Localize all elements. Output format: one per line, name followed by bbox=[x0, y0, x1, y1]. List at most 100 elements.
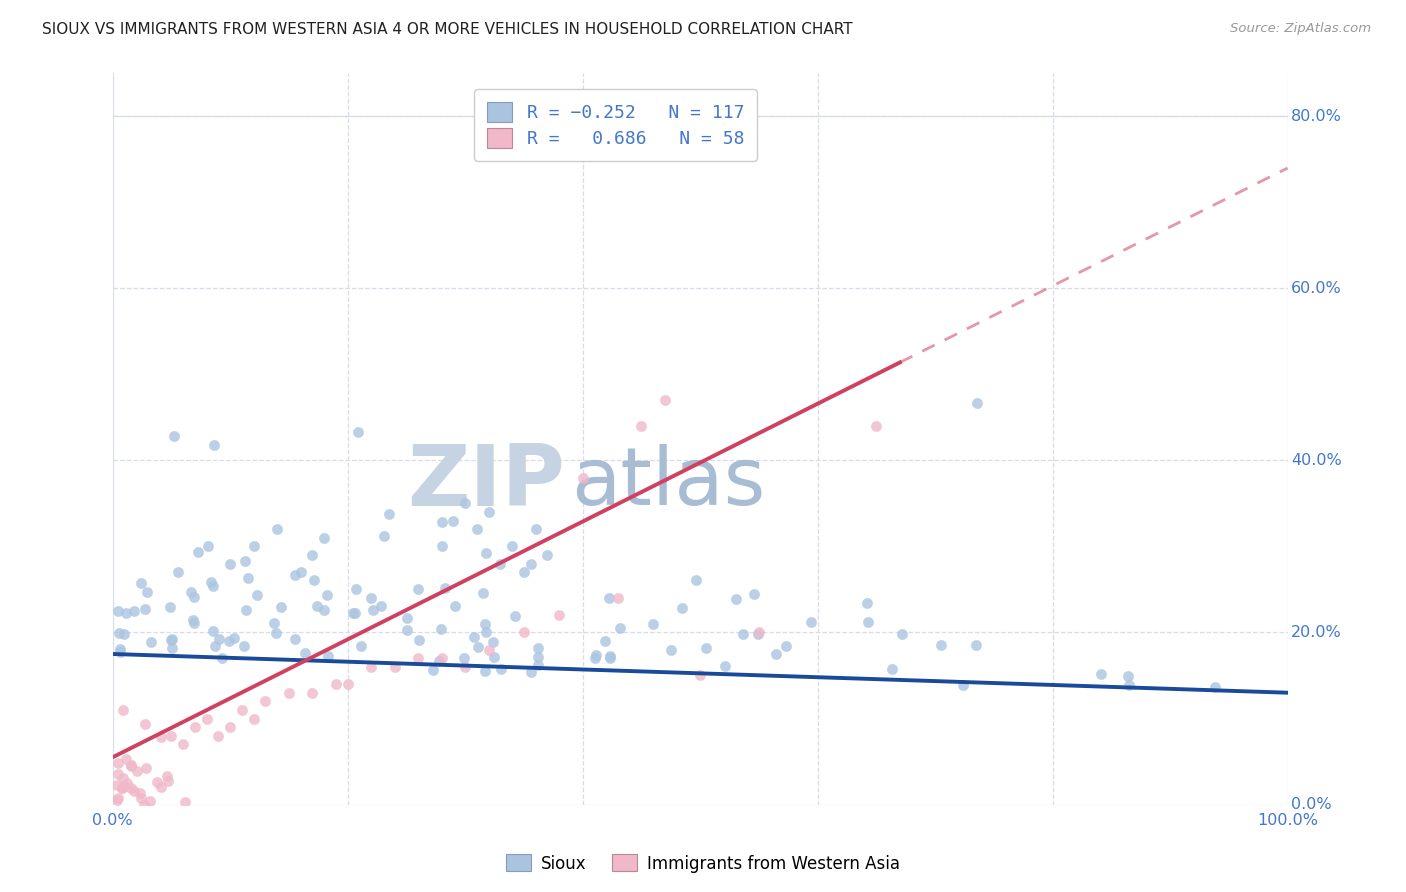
Point bbox=[685, 573, 707, 587]
Point bbox=[966, 396, 988, 410]
Text: atlas: atlas bbox=[571, 443, 765, 522]
Point bbox=[157, 773, 180, 788]
Point bbox=[654, 392, 676, 407]
Point bbox=[112, 779, 135, 793]
Point bbox=[880, 662, 903, 676]
Point bbox=[312, 603, 335, 617]
Point bbox=[156, 769, 179, 783]
Point bbox=[965, 638, 987, 652]
Point bbox=[430, 540, 453, 554]
Point bbox=[105, 778, 128, 792]
Point bbox=[454, 496, 477, 510]
Point bbox=[527, 658, 550, 673]
Point bbox=[725, 591, 748, 606]
Point bbox=[548, 608, 571, 623]
Point bbox=[350, 639, 373, 653]
Point bbox=[714, 659, 737, 673]
Point bbox=[115, 776, 138, 790]
Point bbox=[129, 576, 152, 591]
Point bbox=[370, 599, 392, 613]
Point bbox=[132, 797, 155, 812]
Point bbox=[135, 585, 157, 599]
Point bbox=[1204, 680, 1226, 694]
Point bbox=[233, 554, 256, 568]
Point bbox=[395, 611, 418, 625]
Point bbox=[139, 794, 162, 808]
Text: 80.0%: 80.0% bbox=[1291, 109, 1343, 123]
Point bbox=[139, 634, 162, 648]
Point bbox=[471, 586, 494, 600]
Point bbox=[160, 632, 183, 646]
Point bbox=[120, 759, 142, 773]
Point bbox=[174, 795, 197, 809]
Point bbox=[952, 678, 974, 692]
Point bbox=[733, 627, 755, 641]
Point bbox=[246, 588, 269, 602]
Point bbox=[120, 780, 142, 795]
Point bbox=[643, 617, 665, 632]
Point bbox=[149, 780, 172, 795]
Point bbox=[671, 600, 693, 615]
Text: SIOUX VS IMMIGRANTS FROM WESTERN ASIA 4 OR MORE VEHICLES IN HOUSEHOLD CORRELATIO: SIOUX VS IMMIGRANTS FROM WESTERN ASIA 4 … bbox=[42, 22, 853, 37]
Point bbox=[115, 751, 138, 765]
Point bbox=[125, 764, 148, 778]
Point bbox=[195, 712, 218, 726]
Point bbox=[108, 626, 131, 640]
Point bbox=[361, 603, 384, 617]
Point bbox=[520, 558, 543, 572]
Legend: R = −0.252   N = 117, R =   0.686   N = 58: R = −0.252 N = 117, R = 0.686 N = 58 bbox=[474, 89, 756, 161]
Point bbox=[659, 643, 682, 657]
Point bbox=[396, 623, 419, 637]
Point bbox=[325, 677, 347, 691]
Point bbox=[465, 522, 488, 536]
Point bbox=[524, 522, 547, 536]
Point bbox=[167, 565, 190, 579]
Point bbox=[219, 720, 242, 734]
Point bbox=[114, 607, 136, 621]
Point bbox=[475, 546, 498, 560]
Point bbox=[865, 418, 887, 433]
Point bbox=[482, 650, 505, 665]
Point bbox=[124, 604, 146, 618]
Point bbox=[463, 630, 485, 644]
Point bbox=[316, 588, 339, 602]
Point bbox=[200, 574, 222, 589]
Point bbox=[606, 591, 628, 605]
Point bbox=[284, 632, 307, 646]
Point bbox=[360, 660, 382, 674]
Point bbox=[695, 640, 717, 655]
Point bbox=[202, 438, 225, 452]
Point bbox=[107, 604, 129, 618]
Point bbox=[283, 567, 305, 582]
Text: 40.0%: 40.0% bbox=[1291, 453, 1341, 467]
Point bbox=[858, 615, 880, 630]
Point bbox=[314, 531, 336, 545]
Point bbox=[775, 639, 797, 653]
Point bbox=[108, 642, 131, 657]
Point bbox=[536, 548, 558, 562]
Point bbox=[346, 425, 368, 439]
Point bbox=[231, 703, 253, 717]
Point bbox=[122, 784, 145, 798]
Point bbox=[266, 522, 288, 536]
Point bbox=[108, 645, 131, 659]
Point bbox=[201, 579, 224, 593]
Point bbox=[201, 624, 224, 639]
Point bbox=[134, 717, 156, 731]
Text: 60.0%: 60.0% bbox=[1291, 281, 1341, 295]
Point bbox=[891, 626, 914, 640]
Point bbox=[219, 557, 242, 571]
Point bbox=[583, 651, 606, 665]
Point bbox=[689, 668, 711, 682]
Point bbox=[501, 540, 523, 554]
Point bbox=[150, 730, 173, 744]
Point bbox=[430, 515, 453, 529]
Text: 0.0%: 0.0% bbox=[1291, 797, 1331, 812]
Point bbox=[855, 596, 877, 610]
Point bbox=[336, 677, 359, 691]
Text: ZIP: ZIP bbox=[408, 442, 565, 524]
Point bbox=[1090, 667, 1112, 681]
Point bbox=[342, 606, 364, 620]
Point bbox=[384, 660, 406, 674]
Point bbox=[187, 545, 209, 559]
